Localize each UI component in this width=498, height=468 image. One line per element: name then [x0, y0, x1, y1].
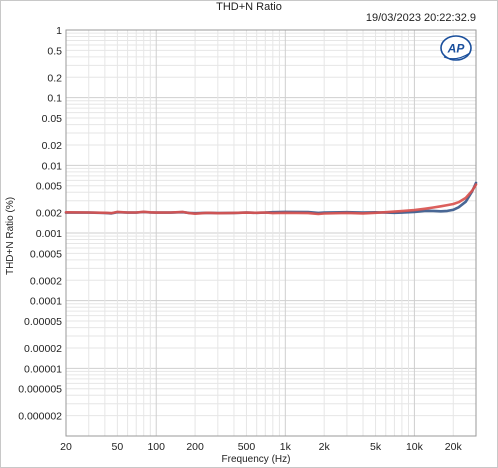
graph-title: THD+N Ratio	[216, 1, 282, 13]
timestamp: 19/03/2023 20:22:32.9	[365, 12, 476, 24]
y-tick-label: 0.000002	[18, 411, 62, 423]
y-tick-label: 0.0005	[30, 248, 62, 260]
x-tick-label: 20	[60, 441, 72, 453]
y-tick-label: 0.05	[42, 113, 63, 125]
ap-logo-text: AP	[447, 42, 466, 56]
y-tick-label: 0.001	[36, 228, 62, 240]
plot-area	[65, 29, 477, 437]
x-tick-label: 500	[238, 441, 256, 453]
y-tick-label: 0.00002	[24, 343, 62, 355]
x-axis-label: Frequency (Hz)	[222, 454, 291, 465]
x-tick-label: 2k	[319, 441, 331, 453]
y-tick-label: 0.00005	[24, 316, 62, 328]
y-tick-label: 0.005	[36, 181, 62, 193]
y-tick-label: 0.02	[42, 140, 63, 152]
x-axis-ticks: 20 50 100 200 500 1k 2k 5k 10k 20k	[60, 441, 462, 453]
x-tick-label: 10k	[406, 441, 424, 453]
y-tick-label: 0.0002	[30, 275, 62, 287]
x-tick-label: 20k	[445, 441, 463, 453]
x-tick-label: 50	[112, 441, 124, 453]
x-tick-label: 100	[147, 441, 165, 453]
y-axis-ticks: 1 0.5 0.2 0.1 0.05 0.02 0.01 0.005 0.002 0.001 0.0…	[18, 25, 62, 423]
y-tick-label: 0.000005	[18, 384, 62, 396]
chart-grid	[65, 29, 477, 437]
series-layer	[64, 181, 478, 216]
y-tick-label: 0.1	[47, 93, 62, 105]
y-tick-label: 0.00001	[24, 363, 62, 375]
ap-logo: AP	[440, 35, 472, 61]
y-tick-label: 0.01	[42, 160, 63, 172]
x-tick-label: 200	[186, 441, 204, 453]
y-axis-label: THD+N Ratio (%)	[5, 197, 16, 275]
series-line-2	[64, 183, 478, 216]
y-tick-label: 0.0001	[30, 296, 62, 308]
x-tick-label: 1k	[280, 441, 292, 453]
y-tick-label: 0.5	[47, 45, 62, 57]
y-tick-label: 1	[56, 25, 62, 37]
plot-border	[65, 29, 477, 437]
x-tick-label: 5k	[370, 441, 382, 453]
y-tick-label: 0.2	[47, 72, 62, 84]
y-tick-label: 0.002	[36, 208, 62, 220]
